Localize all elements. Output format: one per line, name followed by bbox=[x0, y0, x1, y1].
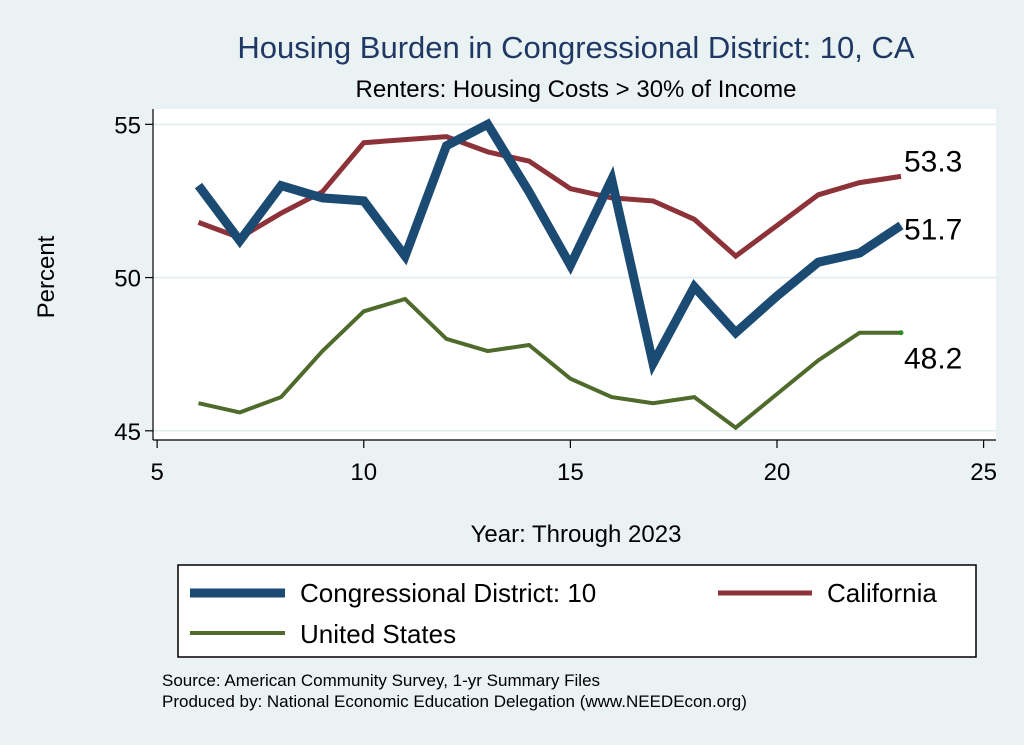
chart-title: Housing Burden in Congressional District… bbox=[237, 30, 914, 65]
y-axis-label: Percent bbox=[33, 235, 60, 318]
end-label-us: 48.2 bbox=[904, 343, 962, 376]
source-line-2: Produced by: National Economic Education… bbox=[162, 692, 747, 711]
x-tick-label-15: 15 bbox=[557, 459, 584, 486]
source-line-1: Source: American Community Survey, 1-yr … bbox=[162, 671, 600, 690]
end-label-district: 51.7 bbox=[904, 213, 962, 246]
plot-area bbox=[153, 109, 996, 440]
y-tick-label-45: 45 bbox=[114, 419, 141, 446]
x-tick-label-20: 20 bbox=[764, 459, 791, 486]
series-line-district bbox=[194, 118, 904, 377]
end-label-california: 53.3 bbox=[904, 145, 962, 178]
y-tick-label-50: 50 bbox=[114, 266, 141, 293]
series-line-us bbox=[198, 296, 901, 431]
series-group bbox=[194, 118, 904, 431]
x-tick-label-10: 10 bbox=[350, 459, 377, 486]
x-tick-label-5: 5 bbox=[150, 459, 163, 486]
legend-box bbox=[177, 564, 977, 658]
y-tick-label-55: 55 bbox=[114, 112, 141, 139]
legend: Congressional District: 10 California Un… bbox=[177, 564, 977, 658]
legend-label-district: Congressional District: 10 bbox=[300, 578, 596, 608]
end-labels: 51.7 53.3 48.2 bbox=[898, 145, 962, 376]
x-tick-label-25: 25 bbox=[970, 459, 997, 486]
legend-label-california: California bbox=[827, 578, 937, 608]
grid bbox=[153, 123, 996, 432]
x-axis-label: Year: Through 2023 bbox=[471, 521, 682, 548]
end-marker-us bbox=[898, 330, 904, 336]
chart-subtitle: Renters: Housing Costs > 30% of Income bbox=[356, 76, 797, 103]
legend-label-us: United States bbox=[300, 619, 456, 649]
